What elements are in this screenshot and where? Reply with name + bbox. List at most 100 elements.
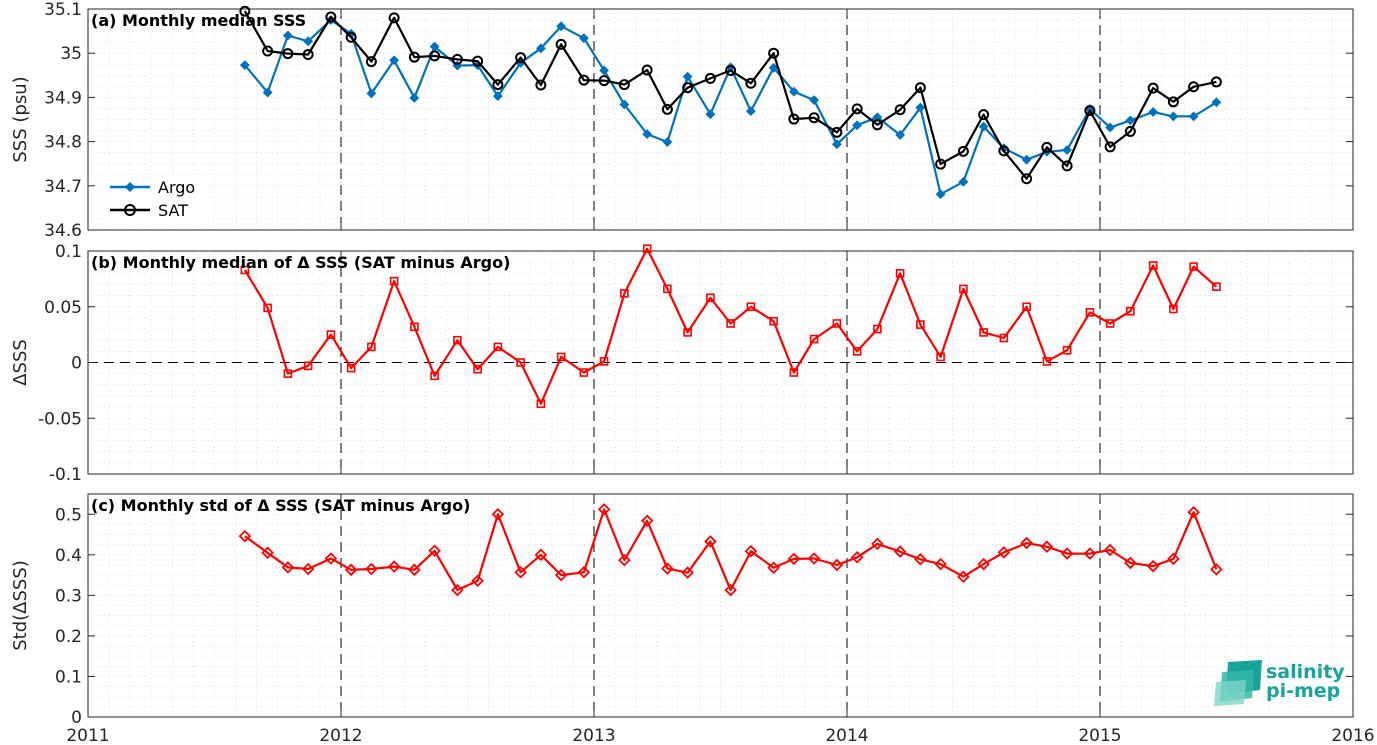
data-point-delta: [1148, 261, 1158, 270]
x-tick-label: 2012: [319, 726, 362, 745]
legend-argo-label: Argo: [158, 178, 195, 197]
data-point-delta: [1042, 357, 1052, 366]
x-tick-label: 2013: [572, 726, 615, 745]
data-point-delta: [1126, 306, 1135, 316]
y-tick-label: 34.6: [44, 221, 82, 241]
data-point-argo: [303, 36, 314, 47]
data-point-argo: [809, 95, 820, 105]
data-point-sat: [957, 145, 969, 157]
series-line-sat: [243, 10, 1217, 180]
data-point-delta: [1022, 302, 1031, 312]
data-point-sat: [451, 53, 463, 65]
data-point-argo: [556, 21, 567, 32]
data-point-argo: [852, 120, 863, 131]
data-point-sat: [1061, 160, 1073, 172]
data-point-delta: [261, 546, 274, 560]
logo-emblem: [1214, 660, 1262, 706]
data-point-delta: [554, 568, 568, 582]
data-point-delta: [744, 544, 758, 558]
data-point-delta: [1085, 308, 1095, 317]
data-point-sat: [745, 77, 757, 89]
data-point-delta: [281, 561, 295, 574]
data-point-delta: [681, 566, 694, 579]
data-point-sat: [978, 109, 990, 121]
data-point-delta: [895, 268, 905, 278]
data-point-argo: [872, 112, 883, 123]
data-point-delta: [914, 553, 927, 566]
data-point-delta: [1020, 536, 1033, 550]
data-point-argo: [831, 139, 842, 150]
data-point-delta: [663, 284, 672, 294]
data-point-argo: [705, 109, 716, 120]
data-point-delta: [1189, 262, 1198, 271]
x-tick-label: 2014: [825, 726, 868, 745]
data-point-sat: [262, 45, 274, 57]
data-point-argo: [978, 121, 989, 132]
data-point-delta: [852, 347, 862, 356]
data-point-argo: [535, 43, 546, 54]
data-point-delta: [599, 357, 609, 366]
data-point-delta: [387, 560, 401, 573]
data-point-sat: [1167, 96, 1179, 108]
data-point-delta: [809, 334, 819, 344]
data-point-delta: [787, 552, 801, 566]
data-point-delta: [493, 342, 503, 352]
data-point-argo: [745, 106, 756, 117]
data-point-delta: [683, 328, 692, 337]
y-axis-label: SSS (psu): [10, 76, 31, 162]
data-point-sat: [1124, 125, 1136, 137]
series-line-delta: [243, 247, 1218, 405]
data-point-sat: [1021, 173, 1033, 185]
data-point-sat: [429, 50, 441, 62]
y-tick-label: 34.7: [44, 177, 82, 197]
data-point-sat: [302, 49, 314, 61]
y-tick-label: 35.1: [44, 0, 82, 20]
data-point-delta: [789, 368, 799, 377]
y-tick-label: 0: [71, 708, 82, 728]
data-point-sat: [515, 52, 527, 64]
data-point-argo: [662, 137, 673, 147]
data-point-argo: [1211, 97, 1222, 108]
data-point-sat: [472, 55, 484, 67]
data-point-delta: [1146, 559, 1160, 573]
data-point-delta: [724, 583, 737, 597]
data-point-delta: [640, 514, 654, 528]
logo-text-salinity: salinity: [1266, 661, 1345, 683]
data-point-argo: [492, 91, 503, 101]
data-point-sat: [1210, 76, 1222, 88]
data-point-delta: [1105, 319, 1115, 328]
data-point-delta: [704, 535, 717, 548]
data-point-sat: [345, 31, 357, 43]
data-point-sat: [1147, 82, 1159, 94]
data-point-delta: [556, 352, 566, 362]
data-point-sat: [935, 158, 947, 170]
x-tick-label: 2016: [1331, 726, 1374, 745]
data-point-delta: [1040, 540, 1054, 553]
data-point-sat: [282, 48, 294, 60]
data-point-sat: [831, 126, 843, 138]
data-point-delta: [240, 265, 250, 275]
data-point-sat: [661, 103, 673, 115]
data-point-sat: [325, 11, 337, 23]
panel-b: -0.1 -0.05 0 0.05 0.1 ΔSSS (b) Monthly median …: [10, 242, 1354, 485]
data-point-argo: [895, 130, 906, 140]
data-point-sat: [578, 74, 590, 86]
x-tick-label: 2011: [66, 726, 109, 745]
data-point-delta: [977, 557, 990, 571]
data-point-delta: [726, 319, 735, 328]
data-point-delta: [893, 545, 907, 558]
data-point-sat: [388, 12, 400, 24]
data-point-sat: [1188, 81, 1200, 93]
data-point-delta: [430, 371, 439, 381]
data-point-delta: [997, 546, 1011, 559]
y-tick-label: -0.05: [38, 409, 82, 429]
data-point-argo: [282, 30, 293, 41]
y-tick-label: 0.3: [55, 586, 82, 606]
data-point-sat: [618, 79, 630, 91]
series-line-delta: [244, 508, 1218, 592]
data-point-delta: [769, 316, 778, 326]
data-point-sat: [408, 51, 420, 63]
y-tick-label: 0.1: [55, 242, 82, 262]
data-point-sat: [914, 82, 926, 94]
panel-title: (c) Monthly std of Δ SSS (SAT minus Argo…: [91, 496, 470, 515]
